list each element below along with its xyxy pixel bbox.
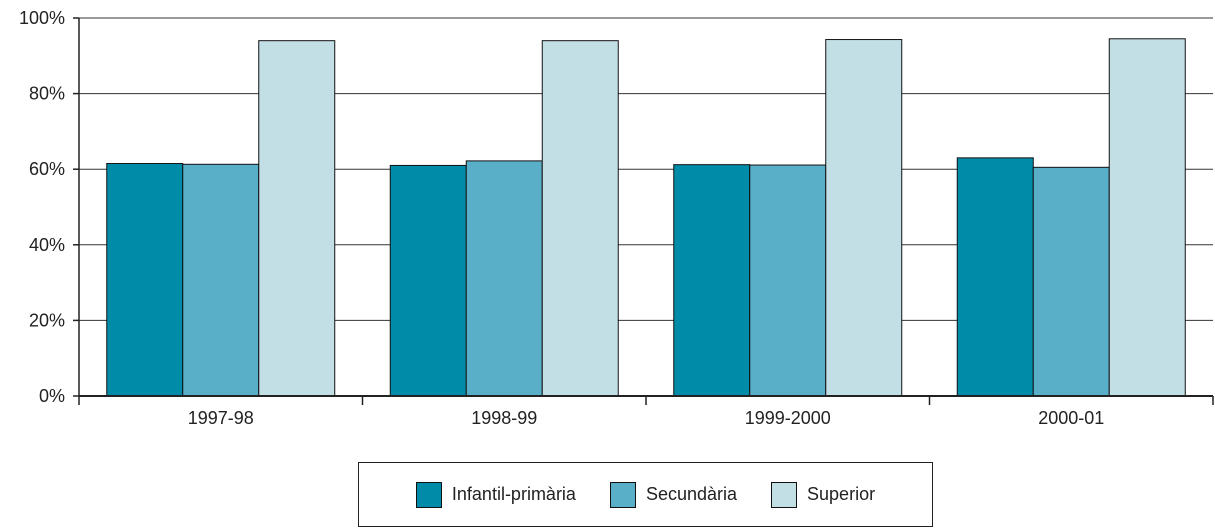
legend-label-infantil-primaria: Infantil-primària <box>451 484 576 504</box>
bar-1999-2000-1 <box>749 164 827 397</box>
y-tick-label: 40% <box>29 235 65 255</box>
bars <box>106 38 1186 397</box>
legend-label-secundaria: Secundària <box>645 484 738 504</box>
y-tick-label: 60% <box>29 159 65 179</box>
x-tick-label: 1997-98 <box>188 408 254 428</box>
bar-2000-01-2 <box>1108 38 1186 397</box>
x-axis-tick-labels: 1997-98 1998-99 1999-2000 2000-01 <box>188 408 1105 428</box>
bar-1998-99-2 <box>541 40 619 397</box>
x-tick-label: 1999-2000 <box>745 408 831 428</box>
bar-chart: 0% 20% 40% 60% 80% 100% 1997-98 1998-99 1999-20… <box>19 8 1214 428</box>
bar-1998-99-1 <box>465 160 543 397</box>
legend-swatch-secundaria <box>609 481 636 508</box>
bar-1999-2000-2 <box>825 39 903 397</box>
legend-swatch-superior <box>771 481 798 508</box>
legend-item-superior: Superior <box>771 481 876 508</box>
y-tick-label: 0% <box>39 386 65 406</box>
x-tick-label: 1998-99 <box>471 408 537 428</box>
legend-item-secundaria: Secundària <box>609 481 738 508</box>
bar-1997-98-1 <box>182 163 260 397</box>
x-tick-label: 2000-01 <box>1038 408 1104 428</box>
bar-1999-2000-0 <box>673 164 751 397</box>
bar-1997-98-0 <box>106 163 184 397</box>
bar-1997-98-2 <box>258 40 336 397</box>
legend-label-superior: Superior <box>807 484 876 504</box>
legend-swatch-infantil-primaria <box>415 481 442 508</box>
y-axis-tick-labels: 0% 20% 40% 60% 80% 100% <box>19 8 65 406</box>
bar-2000-01-0 <box>956 157 1034 397</box>
legend-item-infantil-primaria: Infantil-primària <box>415 481 576 508</box>
axes <box>73 17 1214 405</box>
y-tick-label: 100% <box>19 8 65 28</box>
bar-2000-01-1 <box>1032 166 1110 397</box>
legend: Infantil-primària Secundària Superior <box>358 462 933 527</box>
y-tick-label: 80% <box>29 84 65 104</box>
bar-1998-99-0 <box>389 164 467 397</box>
y-tick-label: 20% <box>29 310 65 330</box>
